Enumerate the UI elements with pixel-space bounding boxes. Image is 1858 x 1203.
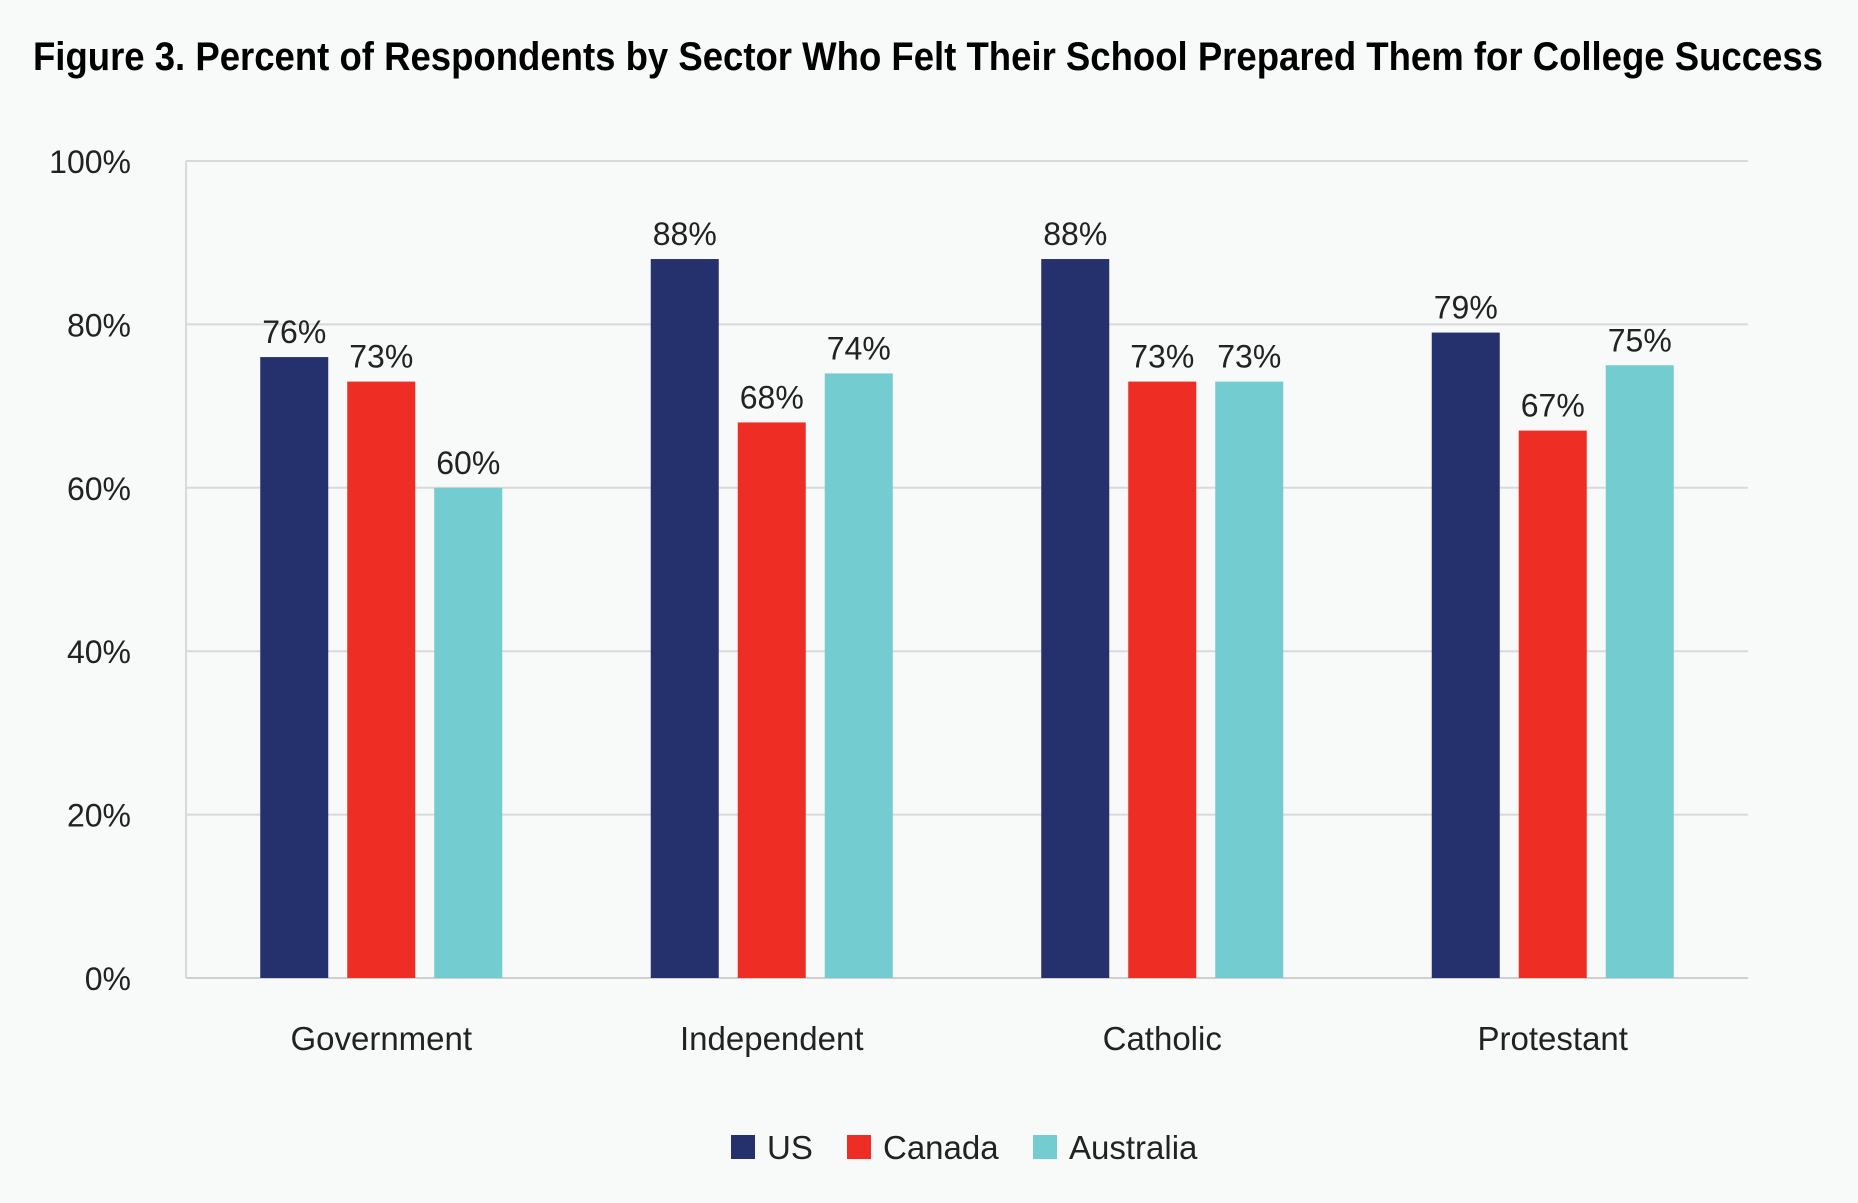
bar-us-protestant (1431, 332, 1500, 978)
data-label: 88% (1043, 216, 1107, 252)
legend-label: Australia (1069, 1129, 1198, 1166)
bar-canada-protestant (1518, 430, 1587, 978)
legend-swatch-canada (847, 1135, 871, 1159)
bar-australia-government (434, 487, 503, 978)
bar-canada-independent (737, 422, 806, 978)
data-label: 67% (1521, 388, 1585, 424)
y-tick-label: 40% (67, 634, 131, 670)
bar-australia-catholic (1215, 381, 1284, 979)
bar-us-government (260, 357, 329, 979)
y-tick-label: 80% (67, 307, 131, 343)
legend-label: US (767, 1129, 813, 1166)
data-label: 73% (1217, 339, 1281, 375)
y-tick-label: 60% (67, 471, 131, 507)
chart-title: Figure 3. Percent of Respondents by Sect… (33, 35, 1823, 79)
bar-australia-independent (824, 373, 893, 978)
legend-swatch-australia (1033, 1135, 1057, 1159)
data-label: 74% (827, 330, 891, 366)
data-label: 75% (1608, 322, 1672, 358)
bar-us-catholic (1041, 259, 1110, 978)
x-tick-label: Catholic (1103, 1020, 1222, 1057)
data-label: 73% (1130, 339, 1194, 375)
y-tick-label: 100% (49, 144, 131, 180)
data-label: 88% (653, 216, 717, 252)
y-tick-label: 20% (67, 798, 131, 834)
legend-swatch-us (731, 1135, 755, 1159)
data-label: 79% (1434, 290, 1498, 326)
data-label: 68% (740, 379, 804, 415)
legend-label: Canada (883, 1129, 999, 1166)
y-tick-label: 0% (85, 961, 131, 997)
bar-us-independent (650, 259, 719, 978)
bar-canada-catholic (1128, 381, 1197, 979)
bar-canada-government (347, 381, 416, 979)
data-label: 76% (262, 314, 326, 350)
x-tick-label: Government (290, 1020, 472, 1057)
x-tick-label: Protestant (1478, 1020, 1628, 1057)
x-tick-label: Independent (680, 1020, 864, 1057)
data-label: 73% (349, 339, 413, 375)
bar-australia-protestant (1605, 365, 1674, 978)
data-label: 60% (436, 445, 500, 481)
